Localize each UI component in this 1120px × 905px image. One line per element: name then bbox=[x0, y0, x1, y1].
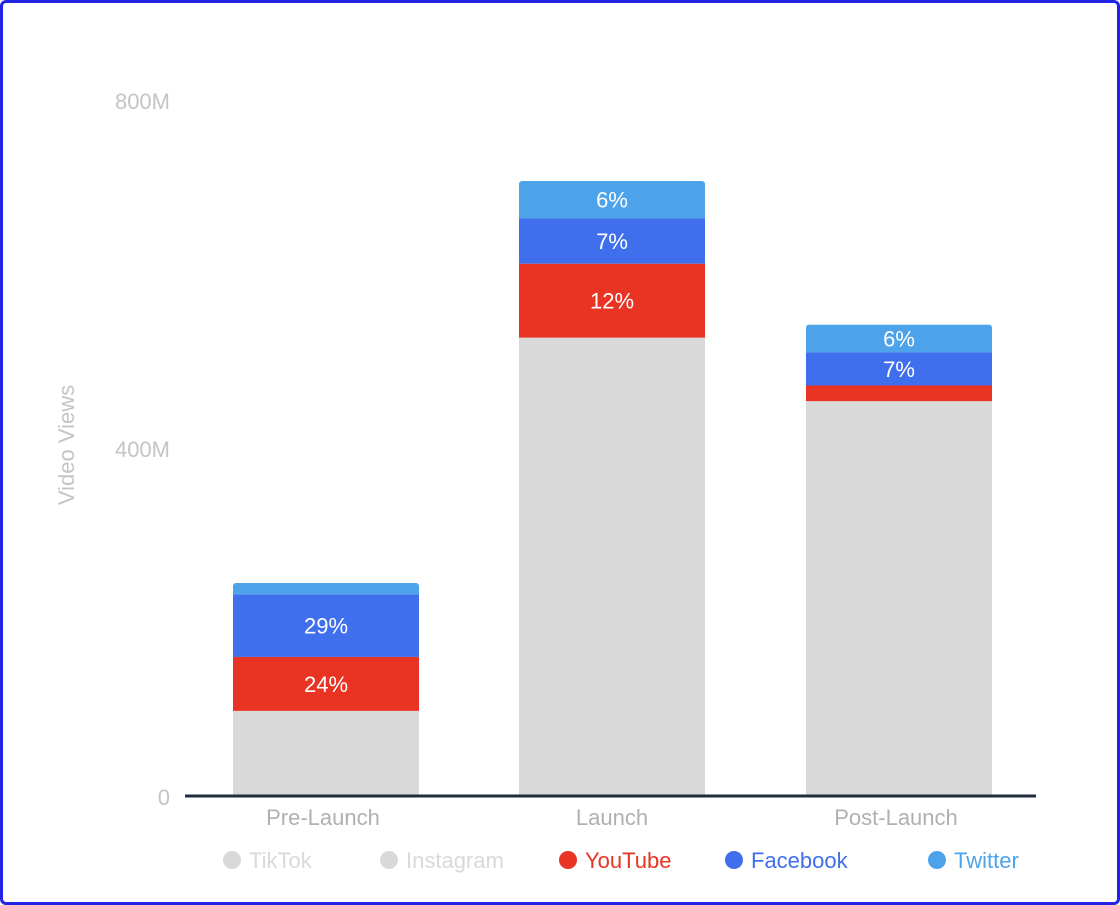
legend-label-tiktok: TikTok bbox=[249, 848, 313, 873]
data-label: 7% bbox=[883, 357, 915, 382]
y-tick-label: 400M bbox=[115, 437, 170, 462]
y-tick-label: 0 bbox=[158, 785, 170, 810]
y-tick-label: 800M bbox=[115, 89, 170, 114]
legend-marker-youtube bbox=[559, 851, 577, 869]
bar-segment bbox=[519, 181, 705, 219]
bar-segment bbox=[806, 352, 992, 386]
legend-marker-tiktok bbox=[223, 851, 241, 869]
data-label: 6% bbox=[883, 327, 915, 352]
data-label: 24% bbox=[304, 672, 348, 697]
x-tick-label: Post-Launch bbox=[834, 805, 958, 830]
bar-segment bbox=[519, 337, 705, 797]
legend-label-instagram: Instagram bbox=[406, 848, 504, 873]
legend-marker-instagram bbox=[380, 851, 398, 869]
legend-marker-twitter bbox=[928, 851, 946, 869]
legend-marker-facebook bbox=[725, 851, 743, 869]
data-label: 7% bbox=[596, 229, 628, 254]
bar-segment bbox=[806, 385, 992, 402]
data-label: 12% bbox=[590, 289, 634, 314]
data-label: 29% bbox=[304, 614, 348, 639]
x-tick-label: Launch bbox=[576, 805, 648, 830]
bar-segment bbox=[233, 656, 419, 711]
legend-label-facebook: Facebook bbox=[751, 848, 849, 873]
bar-segment bbox=[233, 710, 419, 797]
legend-label-twitter: Twitter bbox=[954, 848, 1019, 873]
bar-segment bbox=[806, 401, 992, 797]
y-axis-label: Video Views bbox=[54, 385, 79, 505]
legend-label-youtube: YouTube bbox=[585, 848, 671, 873]
bar-segment bbox=[233, 594, 419, 657]
bar-segment bbox=[519, 218, 705, 264]
data-label: 6% bbox=[596, 188, 628, 213]
bar-segment bbox=[519, 263, 705, 338]
x-tick-label: Pre-Launch bbox=[266, 805, 380, 830]
bar-segment bbox=[806, 324, 992, 353]
bar-segment bbox=[233, 582, 419, 595]
